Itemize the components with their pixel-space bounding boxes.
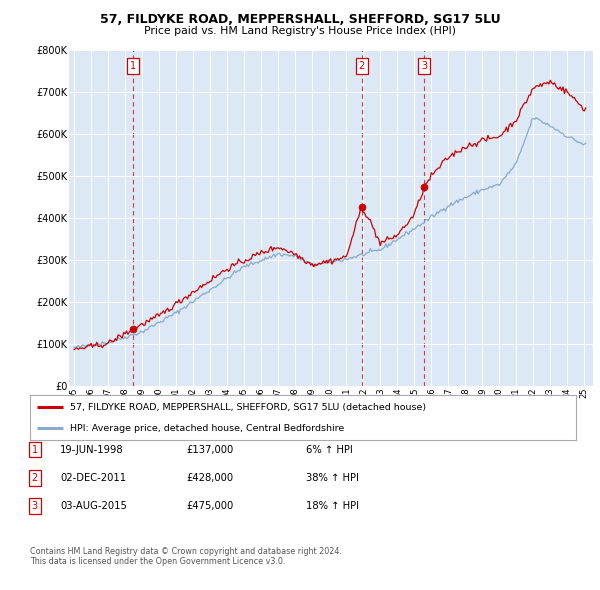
Text: 2: 2 [32,473,38,483]
Text: 38% ↑ HPI: 38% ↑ HPI [306,473,359,483]
Text: Price paid vs. HM Land Registry's House Price Index (HPI): Price paid vs. HM Land Registry's House … [144,26,456,36]
Text: 02-DEC-2011: 02-DEC-2011 [60,473,126,483]
Text: This data is licensed under the Open Government Licence v3.0.: This data is licensed under the Open Gov… [30,558,286,566]
Text: 57, FILDYKE ROAD, MEPPERSHALL, SHEFFORD, SG17 5LU (detached house): 57, FILDYKE ROAD, MEPPERSHALL, SHEFFORD,… [70,403,426,412]
Text: 03-AUG-2015: 03-AUG-2015 [60,502,127,511]
Text: 18% ↑ HPI: 18% ↑ HPI [306,502,359,511]
Text: £137,000: £137,000 [186,445,233,454]
Text: HPI: Average price, detached house, Central Bedfordshire: HPI: Average price, detached house, Cent… [70,424,344,432]
Text: Contains HM Land Registry data © Crown copyright and database right 2024.: Contains HM Land Registry data © Crown c… [30,547,342,556]
Text: £475,000: £475,000 [186,502,233,511]
Text: 1: 1 [32,445,38,454]
Text: 19-JUN-1998: 19-JUN-1998 [60,445,124,454]
Text: 3: 3 [32,502,38,511]
Text: 6% ↑ HPI: 6% ↑ HPI [306,445,353,454]
Text: 3: 3 [421,61,427,71]
Text: 57, FILDYKE ROAD, MEPPERSHALL, SHEFFORD, SG17 5LU: 57, FILDYKE ROAD, MEPPERSHALL, SHEFFORD,… [100,13,500,26]
Text: £428,000: £428,000 [186,473,233,483]
Text: 2: 2 [359,61,365,71]
Text: 1: 1 [130,61,136,71]
